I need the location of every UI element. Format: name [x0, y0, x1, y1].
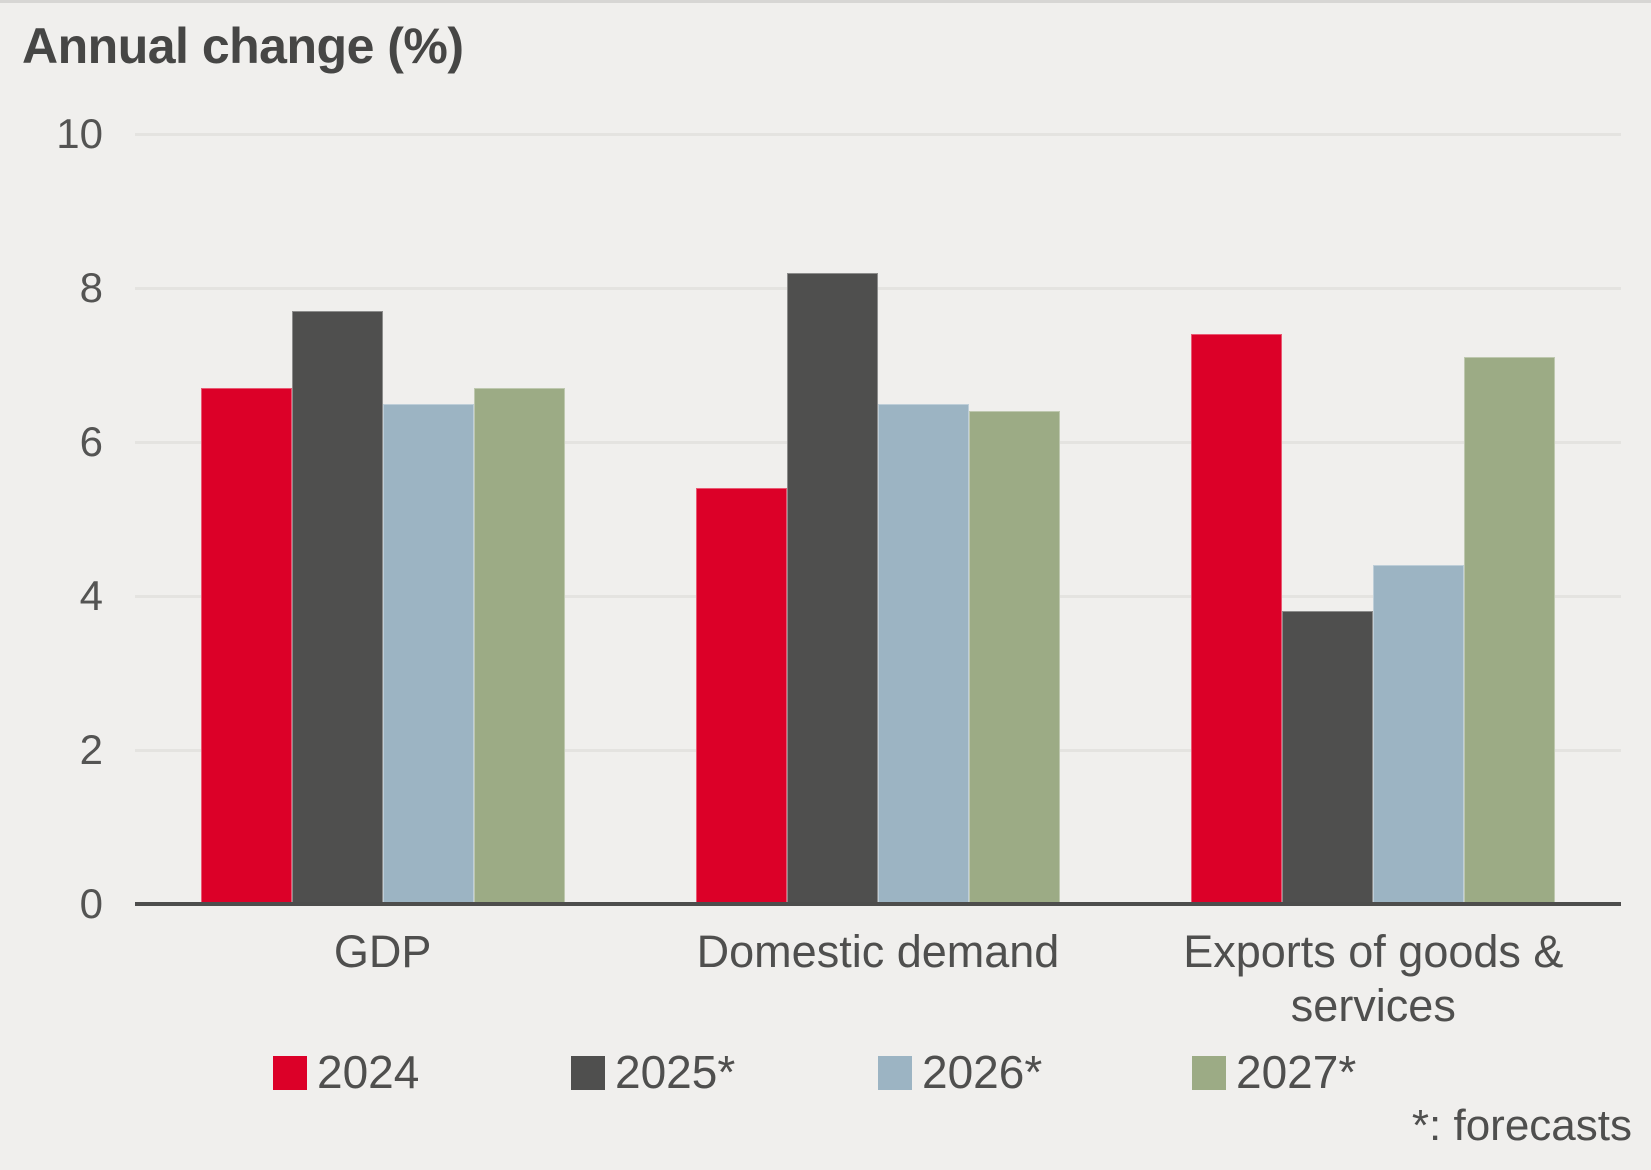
forecast-footnote: *: forecasts — [1411, 1101, 1632, 1150]
y-tick-label-6: 6 — [79, 418, 103, 465]
y-tick-label-4: 4 — [79, 572, 103, 619]
legend-label: 2027* — [1236, 1046, 1357, 1098]
chart-title: Annual change (%) — [22, 18, 464, 74]
x-category-label: Exports of goods & services — [1183, 926, 1564, 1031]
bar-exports-of-goods-services-2027 — [1464, 357, 1556, 904]
legend-item-2027: 2027* — [1192, 1047, 1432, 1097]
legend-label: 2025* — [615, 1046, 736, 1098]
legend-item-2026: 2026* — [878, 1047, 1118, 1097]
y-tick-label-8: 8 — [79, 264, 103, 311]
bar-exports-of-goods-services-2025 — [1282, 611, 1374, 904]
y-tick-label-10: 10 — [56, 110, 103, 157]
bar-gdp-2024 — [200, 388, 292, 904]
x-axis-line — [135, 902, 1621, 906]
bar-gdp-2027 — [473, 388, 565, 904]
gridline-y-10 — [135, 133, 1621, 136]
bar-domestic-demand-2025 — [787, 272, 878, 904]
x-category-label: GDP — [333, 926, 432, 977]
gridline-y-8 — [135, 287, 1621, 290]
bar-domestic-demand-2024 — [696, 488, 787, 904]
bar-domestic-demand-2027 — [969, 411, 1060, 904]
legend-swatch-icon — [571, 1056, 605, 1090]
bar-gdp-2025 — [291, 311, 383, 904]
legend-label: 2026* — [922, 1046, 1043, 1098]
legend-label: 2024 — [317, 1046, 420, 1098]
y-tick-label-0: 0 — [79, 880, 103, 927]
x-category-label: Domestic demand — [696, 926, 1060, 977]
bar-gdp-2026 — [382, 403, 474, 904]
legend-swatch-icon — [273, 1056, 307, 1090]
legend-item-2024: 2024 — [273, 1047, 513, 1097]
bar-exports-of-goods-services-2024 — [1191, 334, 1283, 904]
legend-swatch-icon — [1192, 1056, 1226, 1090]
y-tick-label-2: 2 — [79, 726, 103, 773]
bar-domestic-demand-2026 — [878, 403, 969, 904]
bar-exports-of-goods-services-2026 — [1373, 565, 1465, 904]
legend-swatch-icon — [878, 1056, 912, 1090]
legend-item-2025: 2025* — [571, 1047, 811, 1097]
